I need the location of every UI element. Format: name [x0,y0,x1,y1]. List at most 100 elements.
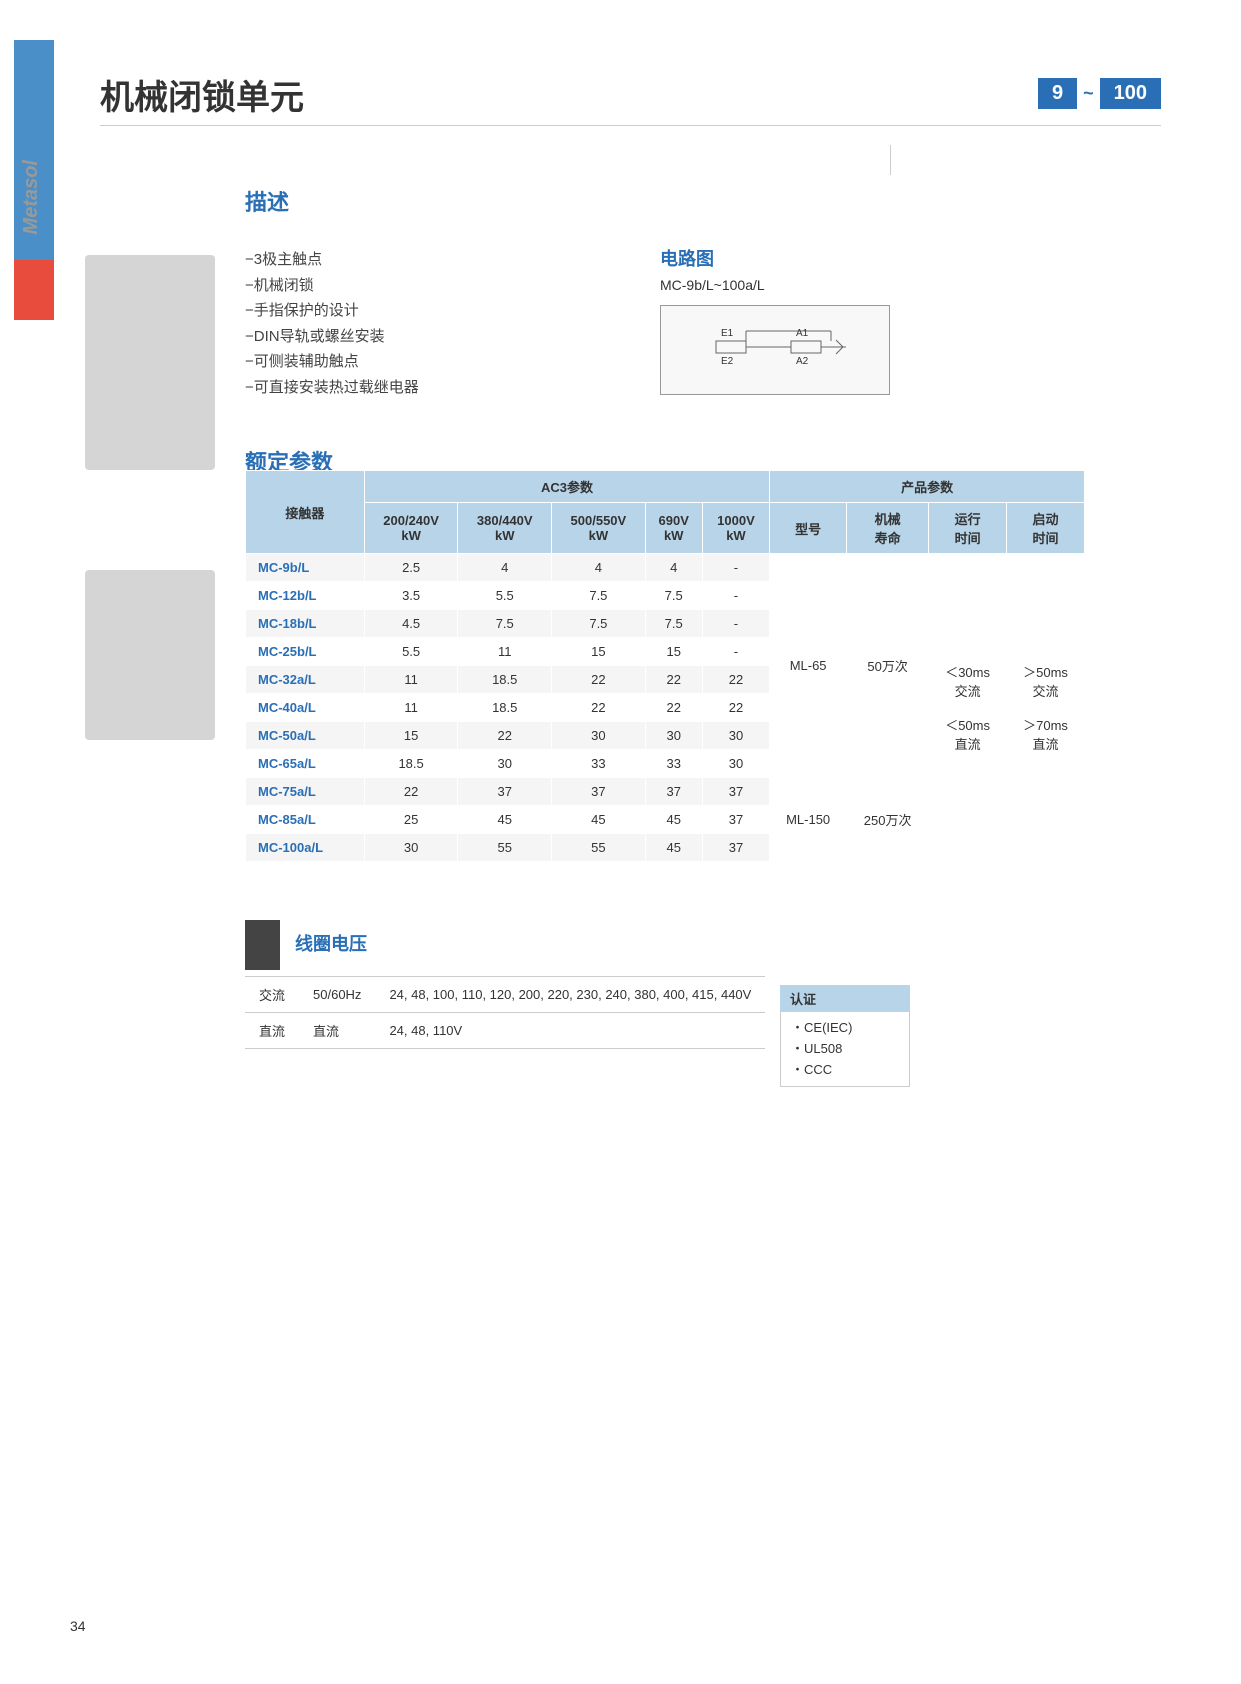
col-380: 380/440V kW [458,503,552,554]
starttime-cell: ＞50ms 交流 ＞70ms 直流 [1007,554,1085,862]
table-cell: MC-9b/L [246,554,365,582]
life-cell: 50万次 [847,554,929,778]
table-cell: - [702,582,769,610]
cert-item: ・CCC [791,1060,899,1081]
coil-heading: 线圈电压 [295,930,765,956]
col-ac3: AC3参数 [364,471,769,503]
table-cell: 4 [645,554,702,582]
table-cell: 37 [552,778,646,806]
table-cell: 45 [552,806,646,834]
col-life: 机械 寿命 [847,503,929,554]
table-cell: 5.5 [364,638,458,666]
table-cell: 25 [364,806,458,834]
table-cell: 30 [364,834,458,862]
table-cell: 55 [458,834,552,862]
runtime-cell: ＜30ms 交流 ＜50ms 直流 [929,554,1007,862]
right-divider [890,145,891,175]
table-cell: 22 [458,722,552,750]
brand-label: Metasol [20,160,43,234]
col-product: 产品参数 [770,471,1085,503]
coil-cell: 24, 48, 100, 110, 120, 200, 220, 230, 24… [375,977,765,1013]
circuit-svg [661,306,891,396]
cert-item: ・CE(IEC) [791,1018,899,1039]
title-divider [100,125,1161,126]
table-cell: MC-85a/L [246,806,365,834]
product-image-2 [85,570,215,740]
desc-item: −机械闭锁 [245,273,419,299]
table-cell: 22 [702,666,769,694]
table-cell: 11 [458,638,552,666]
page-title: 机械闭锁单元 [100,70,304,119]
circuit-e1: E1 [721,328,733,339]
circuit-section: 电路图 MC-9b/L~100a/L E1 E2 A1 A2 [660,245,890,395]
range-box: 9 ~ 100 [1038,78,1161,109]
coil-cell: 直流 [245,1013,299,1049]
table-cell: 5.5 [458,582,552,610]
circuit-subtitle: MC-9b/L~100a/L [660,277,890,293]
table-cell: MC-18b/L [246,610,365,638]
range-tilde: ~ [1083,83,1094,104]
coil-cell: 直流 [299,1013,375,1049]
product-image-1 [85,255,215,470]
table-cell: 4 [552,554,646,582]
table-cell: MC-25b/L [246,638,365,666]
coil-cell: 24, 48, 110V [375,1013,765,1049]
table-row: MC-9b/L2.5444-ML-6550万次＜30ms 交流 ＜50ms 直流… [246,554,1085,582]
table-cell: 37 [645,778,702,806]
cert-box: 认证 ・CE(IEC) ・UL508 ・CCC [780,985,910,1087]
table-cell: 30 [702,750,769,778]
coil-table: 交流 50/60Hz 24, 48, 100, 110, 120, 200, 2… [245,976,765,1049]
col-starttime: 启动 时间 [1007,503,1085,554]
table-cell: - [702,554,769,582]
table-cell: 33 [645,750,702,778]
table-cell: 22 [364,778,458,806]
table-cell: MC-100a/L [246,834,365,862]
coil-cell: 交流 [245,977,299,1013]
table-cell: 4.5 [364,610,458,638]
col-200: 200/240V kW [364,503,458,554]
table-cell: 18.5 [458,666,552,694]
table-cell: MC-50a/L [246,722,365,750]
table-cell: MC-32a/L [246,666,365,694]
table-cell: 7.5 [552,610,646,638]
table-cell: 37 [702,778,769,806]
table-cell: MC-12b/L [246,582,365,610]
table-cell: 7.5 [645,610,702,638]
cert-heading: 认证 [780,985,910,1012]
col-1000: 1000V kW [702,503,769,554]
coil-cell: 50/60Hz [299,977,375,1013]
table-cell: 11 [364,694,458,722]
table-cell: 3.5 [364,582,458,610]
table-cell: 30 [552,722,646,750]
cert-body: ・CE(IEC) ・UL508 ・CCC [780,1012,910,1087]
col-runtime: 运行 时间 [929,503,1007,554]
table-cell: MC-65a/L [246,750,365,778]
table-cell: 30 [458,750,552,778]
model-cell: ML-65 [770,554,847,778]
col-model: 型号 [770,503,847,554]
table-cell: 22 [702,694,769,722]
description-list: −3极主触点 −机械闭锁 −手指保护的设计 −DIN导轨或螺丝安装 −可侧装辅助… [245,247,419,400]
table-cell: - [702,610,769,638]
table-cell: 30 [702,722,769,750]
range-from: 9 [1038,78,1077,109]
table-cell: 15 [552,638,646,666]
table-cell: 18.5 [458,694,552,722]
table-cell: 18.5 [364,750,458,778]
table-cell: 15 [645,638,702,666]
ratings-table: 接触器 AC3参数 产品参数 200/240V kW 380/440V kW 5… [245,470,1085,862]
description-heading: 描述 [245,185,419,217]
table-cell: 33 [552,750,646,778]
desc-item: −可直接安装热过载继电器 [245,375,419,401]
coil-row: 直流 直流 24, 48, 110V [245,1013,765,1049]
desc-item: −3极主触点 [245,247,419,273]
table-cell: 2.5 [364,554,458,582]
table-cell: MC-75a/L [246,778,365,806]
table-cell: 7.5 [458,610,552,638]
col-contactor: 接触器 [246,471,365,554]
table-cell: 45 [645,806,702,834]
table-cell: 22 [645,666,702,694]
model-cell: ML-150 [770,778,847,862]
table-cell: 55 [552,834,646,862]
table-cell: - [702,638,769,666]
